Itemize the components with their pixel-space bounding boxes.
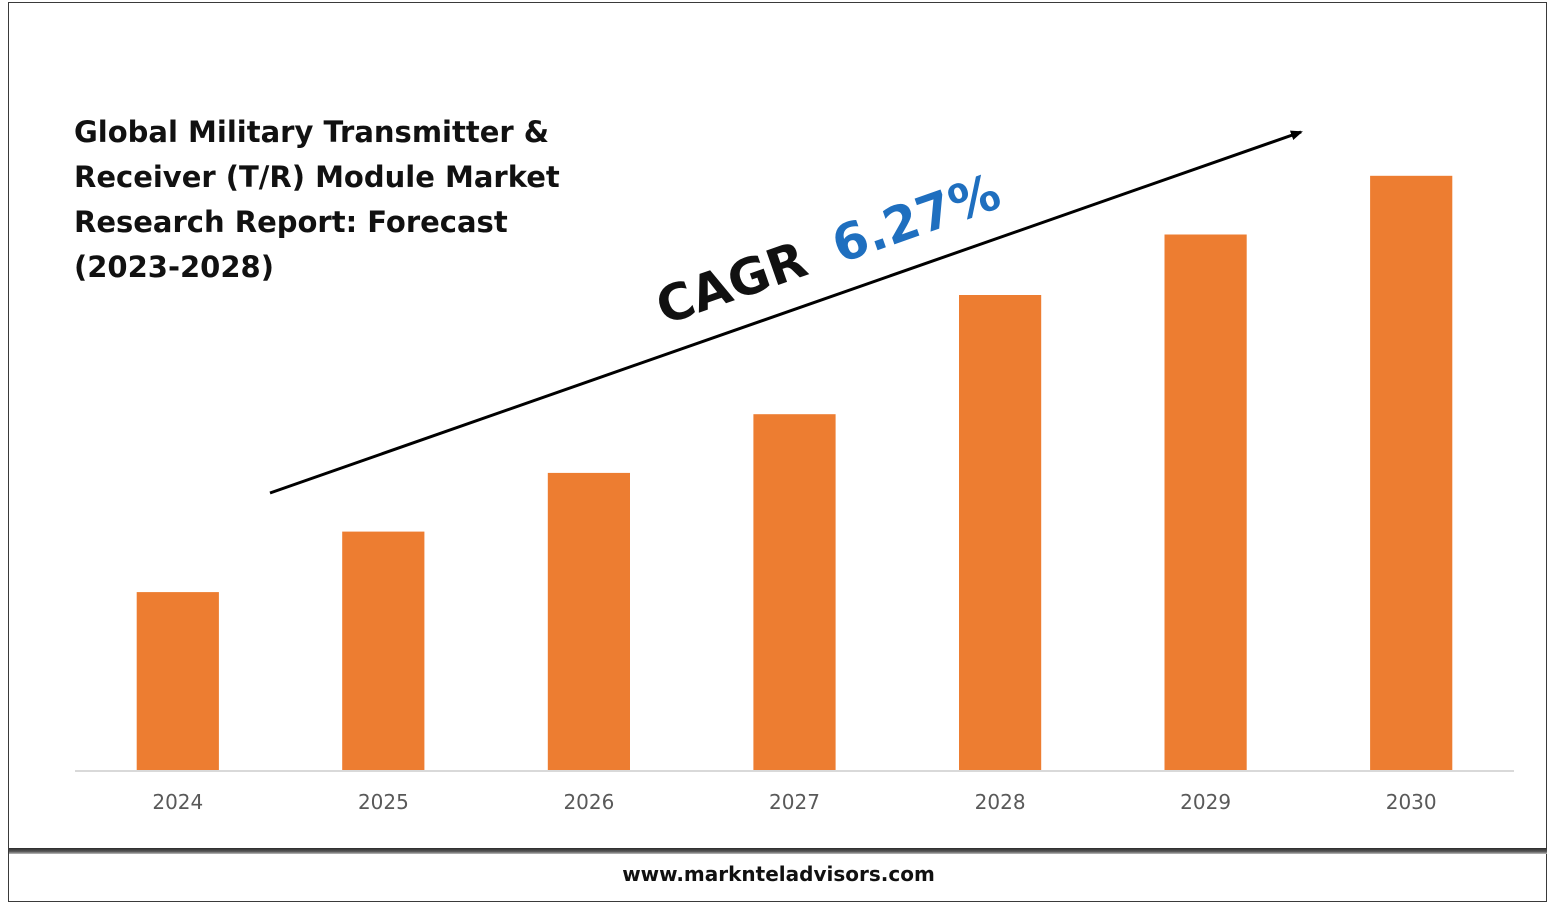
bar-2029 <box>1164 234 1247 770</box>
chart-title-line: Global Military Transmitter & <box>74 115 550 149</box>
x-tick-label: 2028 <box>975 790 1026 814</box>
chart-title-line: Receiver (T/R) Module Market <box>74 160 560 194</box>
x-tick-label: 2027 <box>769 790 820 814</box>
bar-2028 <box>959 295 1042 770</box>
x-tick-label: 2026 <box>563 790 614 814</box>
x-tick-label: 2024 <box>152 790 203 814</box>
chart-frame <box>8 2 1547 902</box>
bar-2027 <box>753 414 836 770</box>
x-tick-label: 2025 <box>358 790 409 814</box>
footer-divider <box>9 848 1547 854</box>
bar-2026 <box>547 472 630 770</box>
x-tick-labels: 2024 2025 2026 2027 2028 2029 2030 <box>152 790 1436 814</box>
x-tick-label: 2029 <box>1180 790 1231 814</box>
bar-2024 <box>136 592 219 770</box>
chart-title-line: Research Report: Forecast <box>74 205 508 239</box>
cagr-value: 6.27% <box>825 163 1008 275</box>
x-tick-label: 2030 <box>1386 790 1437 814</box>
growth-trend-arrow <box>269 130 1303 495</box>
bar-2030 <box>1370 175 1453 771</box>
cagr-annotation: CAGR 6.27% <box>649 163 1008 337</box>
cagr-label: CAGR <box>649 230 814 336</box>
chart-title: Global Military Transmitter & Receiver (… <box>74 110 594 290</box>
chart-title-line: (2023-2028) <box>74 250 274 284</box>
bars-layer <box>136 175 1453 771</box>
footer-website: www.marknteladvisors.com <box>622 862 935 886</box>
bar-2025 <box>342 531 425 770</box>
